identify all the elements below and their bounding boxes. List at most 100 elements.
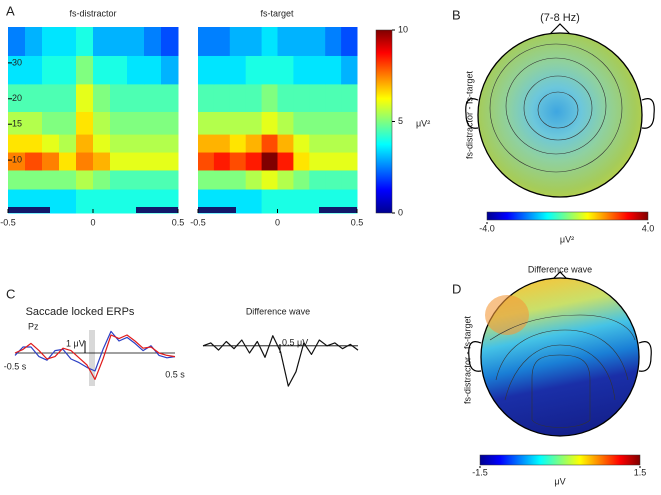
heat-cell <box>127 152 145 171</box>
nose <box>549 23 571 35</box>
heat-cell <box>213 27 231 56</box>
heat-cell <box>325 134 342 153</box>
heat-cell <box>76 189 94 214</box>
heat-cell <box>293 27 310 56</box>
heat-cell <box>261 83 278 112</box>
heat-cell <box>76 169 94 190</box>
panel-label: A <box>6 3 15 18</box>
heat-cell <box>8 152 26 171</box>
heat-cell <box>309 55 326 85</box>
x-tick-label: 0.5 <box>351 217 364 227</box>
heat-cell <box>161 27 179 56</box>
heat-cell <box>161 83 179 112</box>
heat-cell <box>277 27 294 56</box>
heat-cell <box>59 134 77 153</box>
heat-cell <box>198 111 215 135</box>
y-tick-label: 20 <box>12 93 22 103</box>
heat-cell <box>309 83 326 112</box>
heat-cell <box>198 134 215 153</box>
heat-cell <box>325 27 342 56</box>
heat-cell <box>245 152 263 171</box>
heat-cell <box>42 111 60 135</box>
heat-cell <box>144 111 162 135</box>
heat-cell <box>144 55 162 85</box>
heat-cell <box>59 152 77 171</box>
contours <box>489 314 636 428</box>
annotation: 1 μV <box>66 338 85 348</box>
heat-cell <box>93 152 111 171</box>
heat-cell <box>8 83 26 112</box>
colorbar <box>375 29 393 214</box>
topo-ylabel: fs-distractor - fs-target <box>462 315 472 404</box>
heat-cell <box>25 83 43 112</box>
heat-cell <box>93 111 111 135</box>
heat-cell <box>110 55 128 85</box>
heat-cell <box>144 169 162 190</box>
heat-cell <box>261 27 278 56</box>
heat-cell <box>198 27 215 56</box>
heat-cell <box>261 189 278 214</box>
heat-cell <box>93 27 111 56</box>
heat-cell <box>161 152 179 171</box>
heat-cell <box>42 83 60 112</box>
heat-cell <box>25 134 43 153</box>
heat-cell <box>25 169 43 190</box>
heat-cell <box>277 189 294 214</box>
panel-label: C <box>6 286 15 301</box>
heat-cell <box>245 134 263 153</box>
heat-cell <box>59 83 77 112</box>
heat-cell <box>341 169 358 190</box>
heat-cell <box>161 134 179 153</box>
colorbar-tick-label: 4.0 <box>642 223 655 233</box>
heat-cell <box>325 55 342 85</box>
heat-cell <box>245 83 263 112</box>
chart-title: Saccade locked ERPs <box>26 306 135 318</box>
topo-title: Difference wave <box>528 264 592 274</box>
heat-cell <box>229 152 247 171</box>
heat-cell <box>25 27 43 56</box>
heat-cell <box>229 55 247 85</box>
topo-title: (7-8 Hz) <box>540 12 580 24</box>
heat-cell <box>341 111 358 135</box>
heat-cell <box>59 55 77 85</box>
heat-cell <box>309 134 326 153</box>
heat-cell <box>261 152 278 171</box>
colorbar-label: μV² <box>560 234 574 244</box>
heat-cell <box>341 55 358 85</box>
chart-title: Difference wave <box>246 306 310 316</box>
hotspot <box>485 295 529 335</box>
heat-cell <box>42 27 60 56</box>
heat-cell <box>229 134 247 153</box>
heat-cell <box>110 134 128 153</box>
heat-cell <box>261 55 278 85</box>
y-tick-label: 10 <box>12 154 22 164</box>
ear <box>468 341 482 372</box>
baseline-bar <box>136 207 178 213</box>
heat-cell <box>144 152 162 171</box>
heat-cell <box>293 83 310 112</box>
heat-cell <box>229 111 247 135</box>
heat-cell <box>144 134 162 153</box>
heat-cell <box>76 27 94 56</box>
heat-cell <box>277 83 294 112</box>
heat-cell <box>245 111 263 135</box>
x-tick-label: -0.5 s <box>4 361 27 371</box>
heat-cell <box>127 27 145 56</box>
heat-cell <box>341 134 358 153</box>
heat-cell <box>213 169 231 190</box>
heat-cell <box>293 189 310 214</box>
heat-cell <box>8 55 26 85</box>
nose <box>551 271 569 281</box>
heatmap <box>198 27 358 214</box>
heat-cell <box>277 111 294 135</box>
colorbar-tick-label: 1.5 <box>634 467 647 477</box>
heat-cell <box>59 189 77 214</box>
heat-cell <box>261 111 278 135</box>
colorbar <box>479 454 641 466</box>
heat-cell <box>213 152 231 171</box>
colorbar-tick-label: 0 <box>398 207 403 217</box>
heat-cell <box>341 27 358 56</box>
heat-cell <box>144 27 162 56</box>
contours <box>489 43 623 173</box>
